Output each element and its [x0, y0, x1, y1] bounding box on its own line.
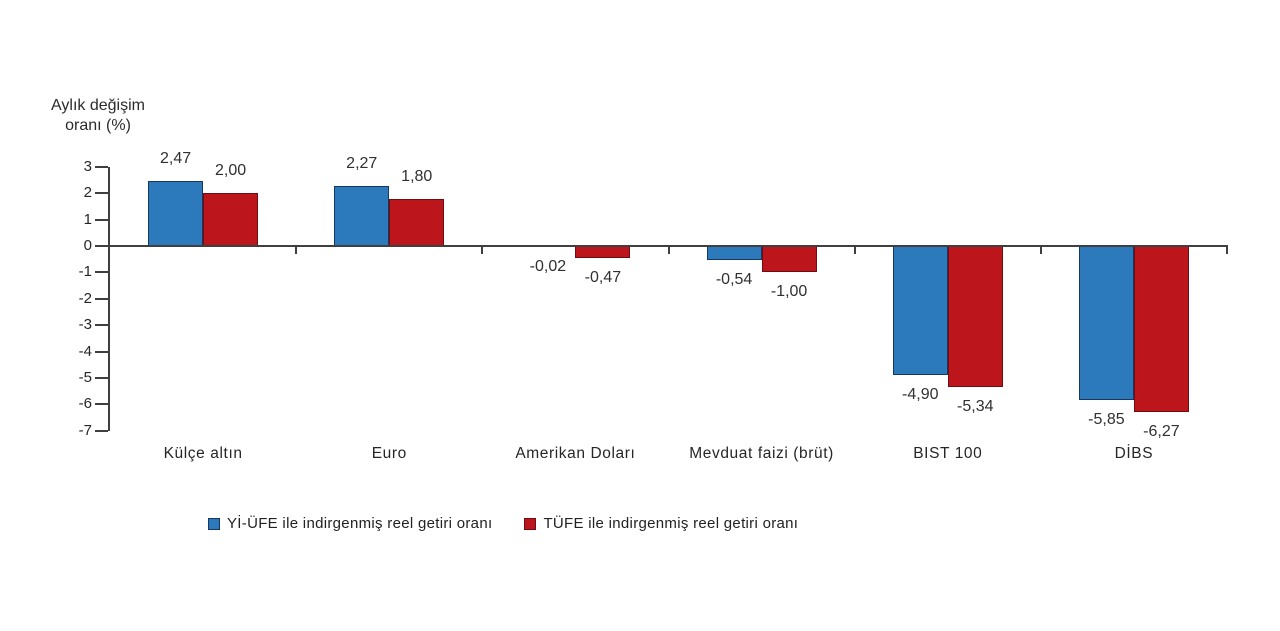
bar-series0-cat0 [148, 180, 204, 246]
bar-series0-cat4 [892, 246, 948, 376]
category-label-2: Amerikan Doları [515, 445, 636, 462]
y-tick-label: -6 [78, 395, 92, 413]
y-tick-label: 0 [83, 237, 92, 254]
value-label-series1-cat2: -0,47 [584, 269, 622, 287]
category-label-0: Külçe altın [163, 445, 243, 462]
y-tick-label: -5 [78, 369, 92, 386]
y-tick [95, 429, 108, 432]
y-axis-title-line2: oranı (%) [65, 117, 131, 134]
legend-label-yiufe: Yİ-ÜFE ile indirgenmiş reel getiri oranı [227, 515, 493, 532]
bar-series1-cat4 [947, 246, 1003, 387]
y-tick-label: -7 [78, 421, 92, 439]
legend-label-tufe: TÜFE ile indirgenmiş reel getiri oranı [543, 515, 799, 532]
y-tick-label: 3 [83, 157, 92, 175]
legend: Yİ-ÜFE ile indirgenmiş reel getiri oranı… [208, 515, 798, 532]
value-label-series0-cat1: 2,27 [346, 155, 378, 173]
category-label-5: DİBS [1114, 445, 1154, 462]
value-label-series1-cat4: -5,34 [957, 398, 994, 415]
legend-swatch-blue-icon [208, 517, 220, 530]
bar-series1-cat1 [389, 198, 445, 246]
value-label-series1-cat0: 2,00 [215, 162, 247, 180]
y-tick-label: 2 [83, 184, 92, 202]
bar-series1-cat3 [761, 246, 817, 273]
y-axis-line [108, 166, 110, 431]
x-tick [1226, 247, 1228, 254]
y-tick [95, 218, 108, 221]
y-tick [95, 271, 108, 274]
value-label-series0-cat2: -0,02 [529, 257, 567, 275]
y-tick [95, 165, 108, 168]
y-tick-label: 1 [83, 210, 92, 228]
x-tick [295, 247, 298, 254]
bar-series1-cat5 [1133, 246, 1189, 412]
y-tick [95, 403, 108, 406]
value-label-series0-cat3: -0,54 [715, 271, 753, 289]
x-tick [667, 247, 670, 254]
y-tick-label: -3 [78, 316, 92, 334]
bar-series0-cat1 [334, 186, 390, 246]
legend-item-tufe: TÜFE ile indirgenmiş reel getiri oranı [524, 515, 798, 532]
category-label-3: Mevduat faizi (brüt) [689, 445, 834, 462]
legend-swatch-red-icon [524, 517, 537, 530]
x-axis-line [108, 245, 1228, 247]
y-tick-label: -4 [78, 342, 92, 360]
y-tick [95, 297, 108, 300]
category-label-1: Euro [371, 445, 407, 462]
bar-series0-cat5 [1078, 246, 1134, 401]
x-tick [481, 247, 484, 254]
category-label-4: BIST 100 [913, 445, 983, 462]
value-label-series0-cat5: -5,85 [1088, 411, 1125, 429]
y-tick-label: -2 [78, 289, 92, 307]
y-tick [95, 324, 108, 327]
value-label-series0-cat0: 2,47 [160, 149, 192, 167]
value-label-series1-cat3: -1,00 [770, 283, 808, 301]
legend-item-yiufe: Yİ-ÜFE ile indirgenmiş reel getiri oranı [208, 515, 492, 532]
value-label-series1-cat1: 1,80 [401, 167, 433, 185]
x-tick [853, 247, 856, 254]
value-label-series0-cat4: -4,90 [902, 386, 939, 404]
value-label-series1-cat5: -6,27 [1143, 422, 1180, 440]
y-tick [95, 192, 108, 195]
bar-series1-cat2 [575, 246, 631, 259]
y-tick [95, 377, 108, 379]
y-axis-title-line1: Aylık değişim [51, 97, 145, 114]
y-tick-label: -1 [78, 263, 92, 281]
y-axis-title: Aylık değişim oranı (%) [28, 96, 168, 136]
y-tick [95, 245, 108, 247]
bar-series1-cat0 [203, 193, 259, 246]
x-tick [1039, 247, 1042, 254]
y-tick [95, 350, 108, 353]
bar-series0-cat3 [706, 246, 762, 261]
